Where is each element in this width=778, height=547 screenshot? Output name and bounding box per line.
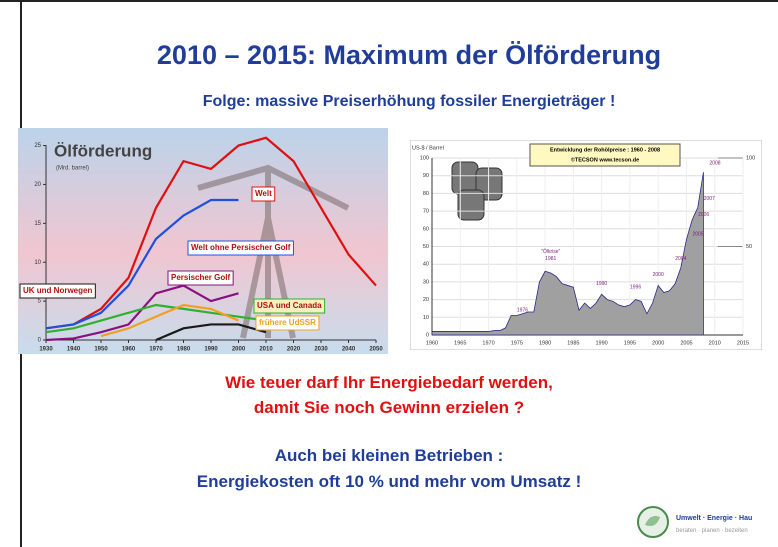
- y-tick-label: 50: [423, 244, 429, 250]
- x-tick-label: 1995: [624, 340, 636, 346]
- x-tick-label: 1940: [67, 347, 81, 353]
- x-tick-label: 1990: [204, 347, 218, 353]
- x-tick-label: 2030: [314, 347, 328, 353]
- y-tick-label: 10: [423, 315, 429, 321]
- annotation: 2008: [709, 161, 720, 167]
- series-label: Welt: [255, 189, 272, 198]
- series-label: USA und Canada: [257, 301, 322, 310]
- annotation: "Ölkrise": [541, 248, 560, 255]
- unit-label: (Mrd. barrel): [56, 166, 89, 172]
- y-tick-label: 40: [423, 262, 429, 268]
- y-tick-label: 80: [423, 191, 429, 197]
- slide: 2010 – 2015: Maximum der Ölförderung Fol…: [0, 0, 778, 547]
- x-tick-label: 1930: [39, 347, 53, 353]
- x-tick-label: 1960: [122, 347, 136, 353]
- x-tick-label: 2010: [709, 340, 721, 346]
- x-tick-label: 2010: [259, 347, 273, 353]
- question-line: damit Sie noch Gewinn erzielen ?: [0, 398, 778, 418]
- y-tick-label: 20: [423, 297, 429, 303]
- x-tick-label: 1985: [567, 340, 579, 346]
- y2-tick-label: 100: [746, 155, 755, 161]
- x-tick-label: 1950: [94, 347, 108, 353]
- subtitle: Folge: massive Preiserhöhung fossiler En…: [20, 93, 778, 111]
- chart-title: Ölförderung: [54, 141, 152, 160]
- y-tick-label: 90: [423, 173, 429, 179]
- note-line: Auch bei kleinen Betrieben :: [0, 446, 778, 466]
- x-tick-label: 2050: [369, 347, 383, 353]
- annotation: 2007: [704, 196, 715, 202]
- annotation: 2004: [675, 256, 686, 262]
- frame-top: [0, 0, 778, 2]
- y2-tick-label: 50: [746, 244, 752, 250]
- annotation: 1981: [545, 256, 556, 262]
- x-tick-label: 1990: [596, 340, 608, 346]
- y-tick-label: 100: [420, 155, 429, 161]
- series-label: Welt ohne Persischer Golf: [191, 243, 291, 252]
- x-tick-label: 1980: [539, 340, 551, 346]
- x-tick-label: 1980: [177, 347, 191, 353]
- x-tick-label: 2000: [652, 340, 664, 346]
- annotation: 1996: [630, 285, 641, 291]
- x-tick-label: 2020: [287, 347, 301, 353]
- x-tick-label: 2040: [342, 347, 356, 353]
- annotation: 2000: [653, 272, 664, 278]
- y-tick-label: 60: [423, 226, 429, 232]
- series-label: frühere UdSSR: [259, 318, 316, 327]
- chart-title: Entwicklung der Rohölpreise : 1960 - 200…: [550, 147, 660, 153]
- right-chart: 0 10 20 30 40 50 60 70 80 90 100 50 100 1960 1965 1970 1…: [410, 140, 762, 350]
- y-tick-label: 25: [34, 143, 41, 149]
- y-tick-label: 70: [423, 209, 429, 215]
- annotation: 2005: [692, 231, 703, 237]
- y-tick-label: 30: [423, 279, 429, 285]
- logo-name: Umwelt · Energie · Hau: [676, 515, 752, 522]
- title: 2010 – 2015: Maximum der Ölförderung: [20, 40, 778, 71]
- note-line: Energiekosten oft 10 % und mehr vom Umsa…: [0, 472, 778, 492]
- series-label: Persischer Golf: [171, 273, 230, 282]
- annotation: 1976: [517, 308, 528, 314]
- chart-source: ©TECSON www.tecson.de: [571, 156, 639, 163]
- logo-icon: [636, 505, 670, 539]
- x-tick-label: 1960: [426, 340, 438, 346]
- annotation: 1990: [596, 281, 607, 287]
- y-tick-label: 15: [34, 221, 41, 227]
- x-tick-label: 2000: [232, 347, 246, 353]
- x-tick-label: 1975: [511, 340, 523, 346]
- x-tick-label: 1965: [454, 340, 466, 346]
- logo: Umwelt · Energie · Hau beraten · planen …: [636, 503, 778, 543]
- series-label: UK und Norwegen: [23, 286, 92, 295]
- y-tick-label: 20: [34, 182, 41, 188]
- x-tick-label: 2015: [737, 340, 749, 346]
- question-line: Wie teuer darf Ihr Energiebedarf werden,: [0, 373, 778, 393]
- y-tick-label: 0: [426, 332, 429, 338]
- y-axis-label: US-$ / Barrel: [412, 145, 444, 151]
- annotation: 2006: [698, 212, 709, 218]
- y-tick-label: 10: [34, 260, 41, 266]
- logo-tagline: beraten · planen · bezeiten: [676, 528, 748, 534]
- x-tick-label: 2005: [680, 340, 692, 346]
- x-tick-label: 1970: [149, 347, 163, 353]
- x-tick-label: 1970: [482, 340, 494, 346]
